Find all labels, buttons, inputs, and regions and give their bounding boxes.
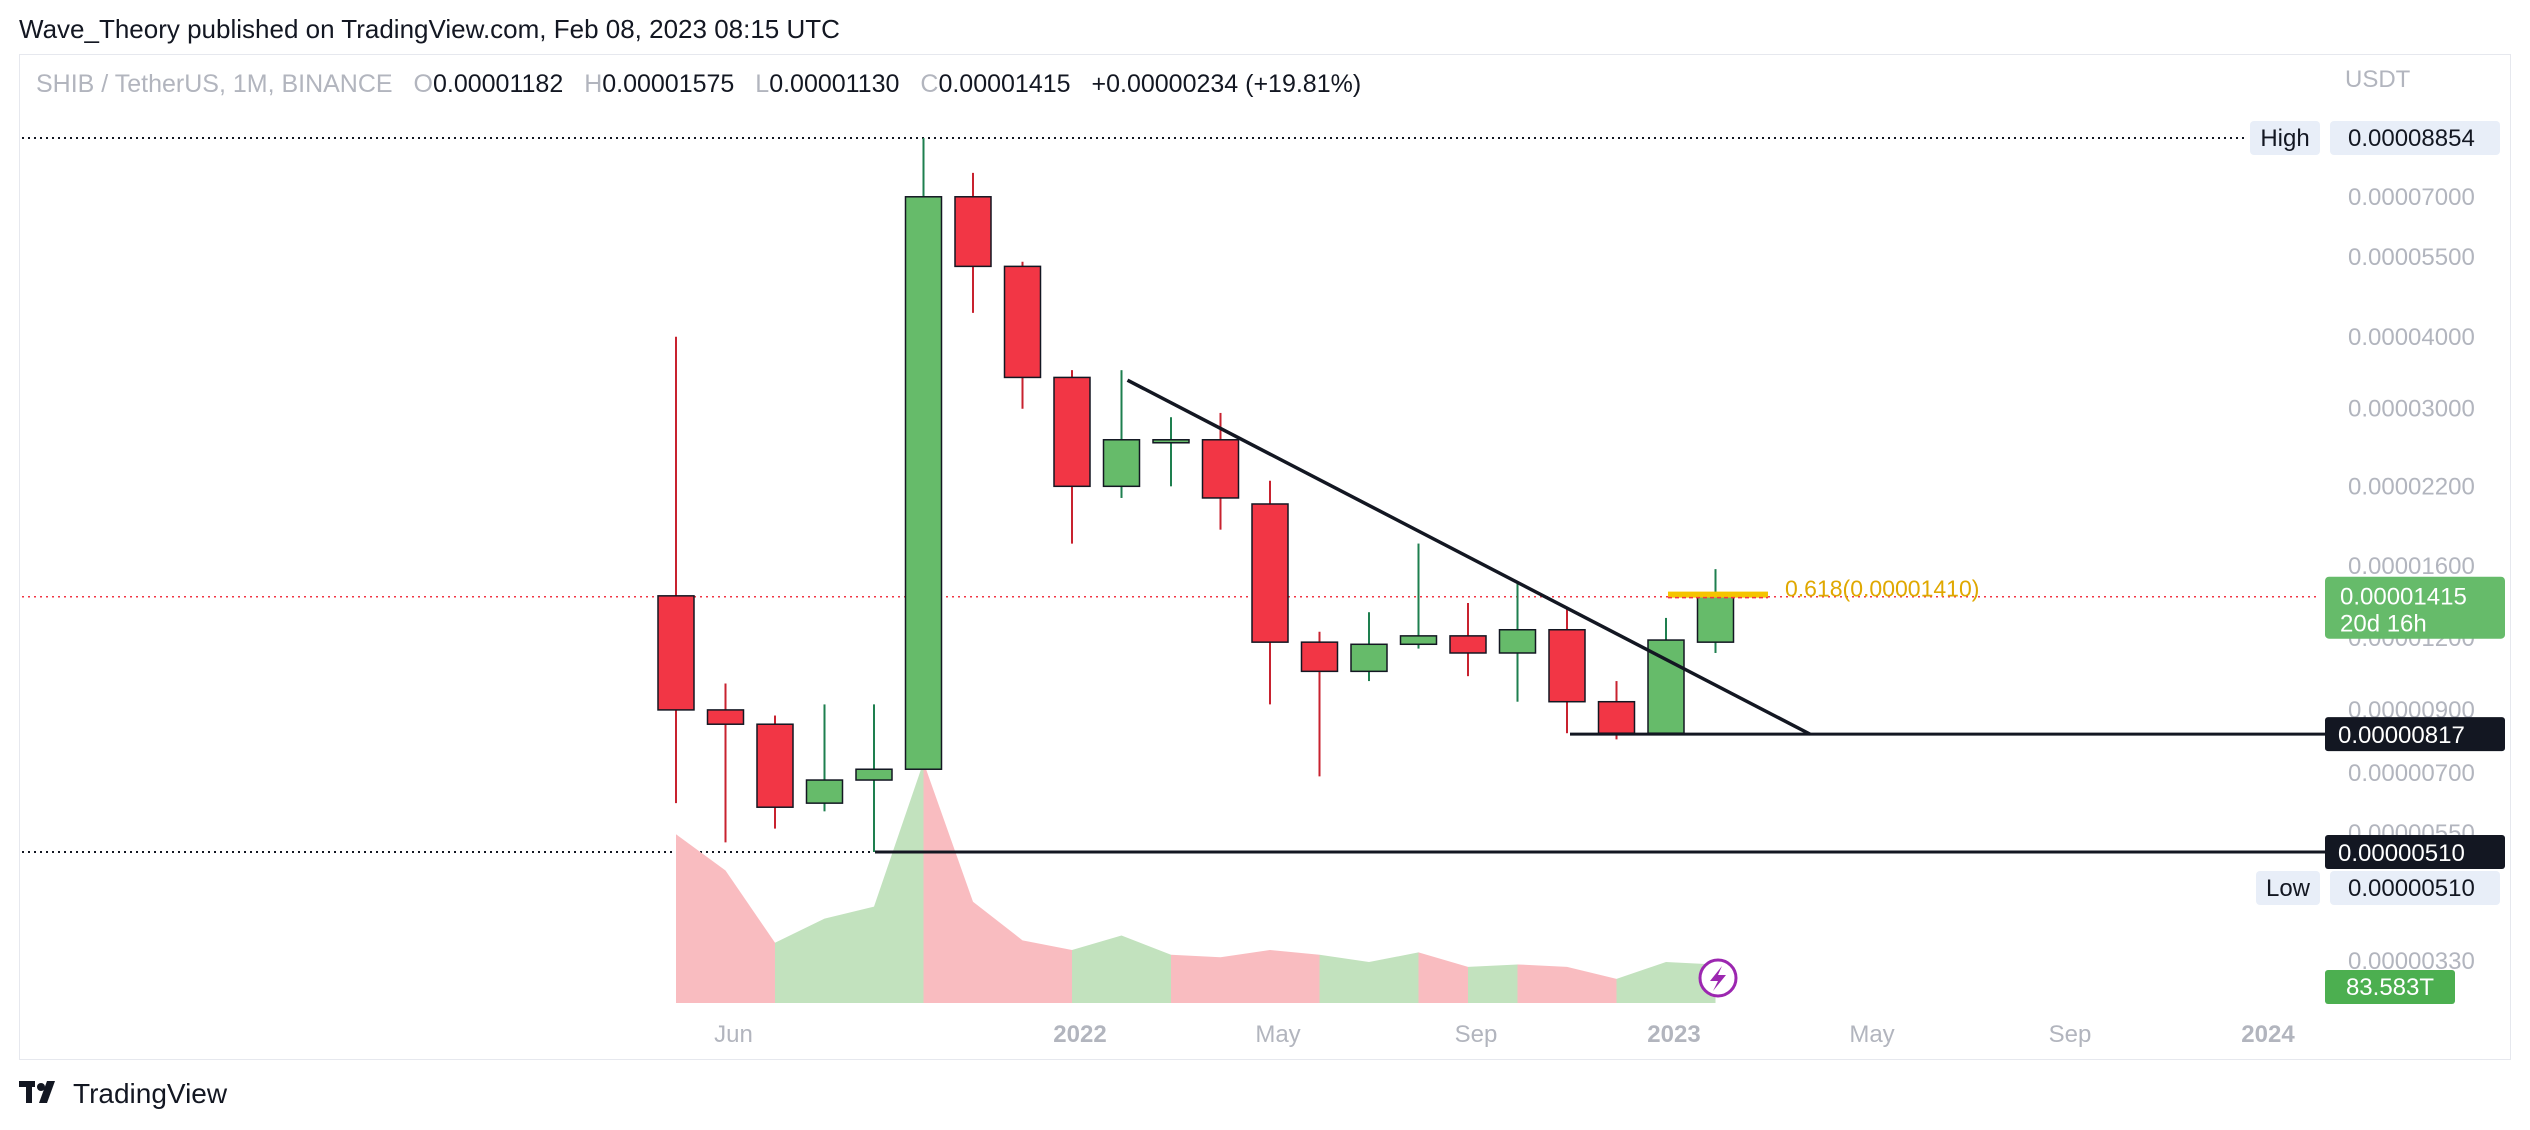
high-value-label: 0.00008854 [2348, 125, 2475, 152]
current-price-badge[interactable] [2325, 576, 2505, 639]
volume-area-segment [1022, 940, 1072, 1003]
x-axis-tick-label: May [1255, 1021, 1300, 1048]
currency-unit[interactable]: USDT [2345, 66, 2411, 93]
candle-body[interactable] [855, 768, 893, 781]
x-axis-tick-label: Sep [1455, 1021, 1498, 1048]
y-axis-tick-label: 0.00002200 [2348, 473, 2475, 500]
low-tag-label: Low [2266, 875, 2311, 902]
y-axis-tick-label: 0.00004000 [2348, 324, 2475, 351]
support-2-value: 0.00000510 [2338, 840, 2465, 867]
y-axis-tick-label: 0.00007000 [2348, 184, 2475, 211]
x-axis-tick-label: 2024 [2241, 1021, 2295, 1048]
y-axis-tick-label: 0.00001600 [2348, 553, 2475, 580]
candle-body[interactable] [954, 196, 992, 268]
volume-area-segment [676, 834, 726, 1003]
close-key: C [920, 70, 939, 98]
volume-area-segment [1072, 935, 1122, 1003]
low-value: 0.00001130 [769, 70, 900, 98]
volume-area-segment [874, 762, 924, 1003]
candle-body[interactable] [1300, 641, 1339, 673]
tradingview-brand[interactable]: TradingView [19, 1078, 227, 1110]
support-price-badge[interactable] [2325, 835, 2505, 869]
candle-body[interactable] [706, 709, 745, 725]
candle-body[interactable] [1350, 643, 1388, 673]
candle-body[interactable] [1399, 635, 1438, 646]
candle-body[interactable] [756, 723, 794, 808]
open-key: O [413, 70, 433, 98]
fib-level-label: 0.618(0.00001410) [1785, 576, 1979, 602]
x-axis-tick-label: May [1849, 1021, 1894, 1048]
low-tag-bg [2256, 871, 2320, 905]
candle-body[interactable] [1597, 700, 1636, 734]
volume-area-segment [1517, 964, 1567, 1003]
close-value: 0.00001415 [938, 70, 1071, 98]
volume-value-badge [2325, 970, 2455, 1004]
high-tag-label: High [2260, 125, 2309, 152]
x-axis-tick-label: 2022 [1053, 1021, 1106, 1048]
volume-area-segment [775, 918, 825, 1003]
x-axis-tick-label: Sep [2049, 1021, 2092, 1048]
volume-area-segment [1319, 954, 1369, 1003]
candle-body[interactable] [1003, 265, 1042, 379]
volume-area-segment [1567, 966, 1617, 1003]
candle-body[interactable] [1152, 439, 1190, 444]
x-axis-tick-label: 2023 [1647, 1021, 1700, 1048]
volume-area-segment [725, 870, 775, 1003]
candle-body[interactable] [1548, 628, 1586, 703]
candle-body[interactable] [657, 595, 695, 711]
candle-body[interactable] [1102, 439, 1141, 488]
volume-value-label: 83.583T [2346, 974, 2434, 1001]
y-axis-tick-label: 0.00003000 [2348, 396, 2475, 423]
open-value: 0.00001182 [433, 70, 564, 98]
volume-area-segment [1270, 949, 1320, 1003]
low-value-bg [2330, 871, 2500, 905]
candle-body[interactable] [1053, 376, 1091, 488]
candle-body[interactable] [1696, 595, 1735, 643]
volume-area-segment [1121, 935, 1171, 1003]
symbol-label[interactable]: SHIB / TetherUS, 1M, BINANCE [36, 70, 393, 98]
support-price-badge[interactable] [2325, 717, 2505, 752]
descending-trendline[interactable] [1126, 378, 1811, 736]
volume-area-segment [824, 906, 874, 1003]
candle-body[interactable] [1251, 503, 1289, 643]
candle-body[interactable] [1449, 635, 1487, 654]
tradingview-logo-icon [19, 1081, 55, 1103]
change-value: +0.00000234 (+19.81%) [1091, 70, 1362, 98]
low-value-label: 0.00000510 [2348, 875, 2475, 902]
brand-name: TradingView [73, 1078, 228, 1109]
candle-countdown: 20d 16h [2340, 611, 2427, 638]
y-axis-tick-label: 0.00005500 [2348, 244, 2475, 271]
volume-area-segment [1418, 952, 1468, 1003]
y-axis-tick-label: 0.00000700 [2348, 760, 2475, 787]
volume-area-segment [1616, 962, 1666, 1003]
high-tag-bg [2250, 121, 2320, 155]
volume-area-segment [923, 762, 973, 1003]
volume-area-segment [1220, 949, 1270, 1003]
candle-body[interactable] [805, 779, 844, 804]
high-value: 0.00001575 [602, 70, 735, 98]
volume-area-segment [973, 901, 1023, 1003]
high-value-bg [2330, 121, 2500, 155]
ohlc-legend: SHIB / TetherUS, 1M, BINANCE O0.00001182… [36, 70, 1361, 99]
volume-area-segment [1171, 954, 1221, 1003]
publisher-line: Wave_Theory published on TradingView.com… [19, 14, 840, 44]
x-axis-tick-label: Jun [714, 1021, 753, 1048]
low-key: L [755, 70, 770, 98]
high-key: H [584, 70, 603, 98]
candle-body[interactable] [1201, 439, 1240, 499]
candle-body[interactable] [904, 196, 943, 770]
chart-frame [19, 54, 2511, 1060]
support-1-value: 0.00000817 [2338, 722, 2465, 749]
candle-body[interactable] [1498, 628, 1537, 654]
volume-area-segment [1369, 952, 1419, 1003]
lightning-icon-glyph [1710, 966, 1726, 991]
volume-area-segment [1468, 964, 1518, 1003]
current-price-value: 0.00001415 [2340, 584, 2467, 611]
fib-level-line[interactable] [1668, 591, 1768, 598]
